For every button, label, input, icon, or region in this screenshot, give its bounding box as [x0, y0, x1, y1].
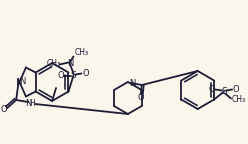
Text: CH₃: CH₃ — [46, 59, 61, 68]
Text: CH₃: CH₃ — [232, 95, 246, 104]
Text: N: N — [67, 59, 74, 68]
Text: O: O — [138, 93, 144, 103]
Text: N: N — [129, 79, 135, 89]
Text: S: S — [221, 87, 227, 96]
Text: H: H — [29, 98, 35, 108]
Text: S: S — [71, 71, 76, 80]
Text: O: O — [209, 85, 216, 94]
Text: O: O — [233, 85, 239, 94]
Text: O: O — [1, 106, 7, 114]
Text: CH₃: CH₃ — [74, 48, 89, 57]
Text: N: N — [19, 77, 25, 87]
Text: O: O — [57, 71, 64, 80]
Text: N: N — [25, 98, 31, 108]
Text: O: O — [82, 69, 89, 78]
